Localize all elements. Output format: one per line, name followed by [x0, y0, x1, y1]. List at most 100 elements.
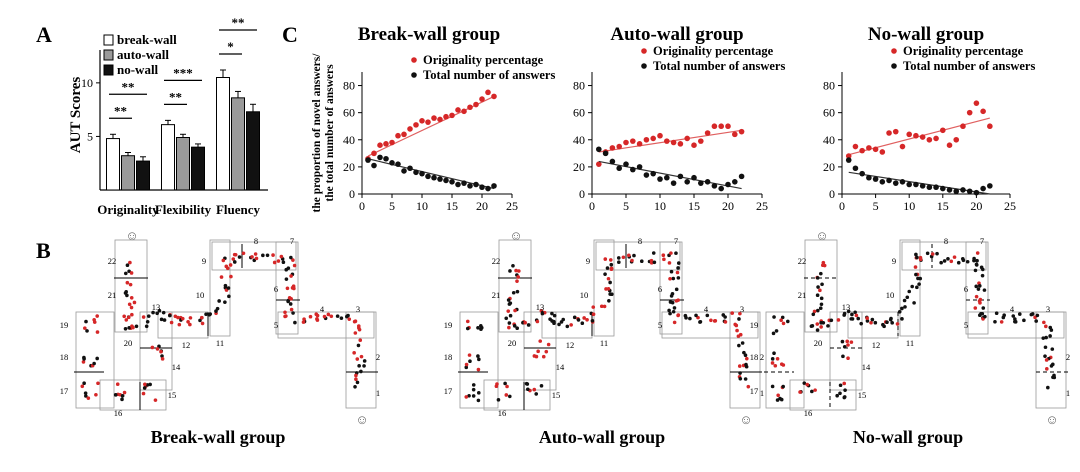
maze-dot-answer — [1034, 319, 1038, 323]
data-point-originality — [377, 142, 383, 148]
maze-dot-answer — [910, 284, 914, 289]
smiley-icon: ☺ — [355, 412, 368, 427]
data-point-total — [407, 165, 413, 172]
legend-swatch — [103, 64, 114, 76]
maze-cell-outline — [765, 311, 805, 409]
maze-dot-answer — [859, 321, 864, 326]
maze-dot-answer — [144, 324, 149, 329]
data-point-total — [609, 158, 616, 165]
maze-dot-novel — [544, 349, 549, 354]
maze-dot-answer — [819, 302, 824, 307]
maze-break: 12345678910111213141516171819202122☺☺Bre… — [60, 228, 380, 447]
data-point-total — [732, 179, 738, 185]
maze-dot-answer — [809, 324, 814, 328]
data-point-originality — [933, 135, 939, 142]
maze-dot-answer — [134, 324, 139, 329]
maze-dot-novel — [254, 256, 259, 261]
y-tick-label: 80 — [343, 79, 355, 93]
trend-line — [367, 95, 495, 157]
x-tick-label: 0 — [589, 199, 595, 213]
maze-dot-answer — [676, 266, 680, 270]
maze-dot-answer — [539, 384, 544, 388]
maze-dot-answer — [652, 260, 657, 265]
data-point-total — [940, 185, 946, 192]
maze-cell-label: 12 — [182, 340, 191, 350]
maze-dot-novel — [467, 353, 472, 357]
data-point-total — [419, 170, 425, 177]
maze-cell-outline — [99, 379, 167, 411]
maze-dot-answer — [672, 306, 677, 310]
data-point-total — [906, 181, 912, 188]
maze-cell-label: 5 — [658, 320, 662, 330]
data-point-originality — [738, 128, 745, 135]
maze-dot-novel — [115, 382, 120, 386]
maze-dot-answer — [684, 316, 688, 320]
maze-cell-outline — [967, 311, 1065, 339]
maze-cell-label: 6 — [274, 284, 278, 294]
maze-dot-novel — [523, 320, 527, 325]
maze-dot-answer — [464, 365, 469, 370]
maze-dot-novel — [513, 308, 517, 313]
maze-dot-answer — [956, 260, 961, 265]
maze-dot-answer — [357, 364, 361, 368]
data-point-originality — [691, 142, 697, 148]
maze-cell-outline — [804, 239, 838, 333]
smiley-icon: ☺ — [739, 412, 752, 427]
maze-dot-novel — [536, 349, 540, 354]
maze-dot-novel — [221, 258, 226, 263]
maze-dot-answer — [1035, 313, 1040, 318]
maze-dot-novel — [770, 361, 775, 365]
legend-marker — [411, 57, 417, 63]
maze-dot-novel — [649, 261, 654, 265]
maze-dot-answer — [907, 289, 912, 294]
maze-dot-answer — [503, 381, 507, 386]
maze-dot-answer — [226, 286, 231, 290]
maze-dot-answer — [772, 315, 776, 319]
maze-dot-novel — [630, 258, 634, 263]
maze-dot-answer — [590, 318, 595, 323]
maze-dot-answer — [151, 310, 155, 315]
data-point-total — [879, 179, 886, 185]
maze-dot-answer — [125, 263, 130, 268]
maze-dot-novel — [359, 354, 364, 359]
data-point-originality — [485, 89, 491, 96]
maze-dot-answer — [617, 260, 621, 265]
maze-dot-answer — [605, 266, 610, 270]
maze-cell-label: 13 — [536, 302, 545, 312]
maze-dot-novel — [126, 315, 131, 320]
maze-dot-answer — [974, 262, 979, 267]
maze-cell-outline — [275, 241, 299, 335]
maze-dot-answer — [217, 299, 221, 303]
data-point-total — [704, 179, 711, 185]
maze-dot-novel — [582, 316, 586, 320]
maze-dot-answer — [972, 258, 976, 263]
maze-dot-answer — [993, 319, 997, 324]
maze-dot-answer — [123, 327, 128, 331]
maze-dot-answer — [467, 393, 471, 398]
maze-cell-label: 19 — [60, 320, 69, 330]
maze-dot-answer — [890, 321, 894, 325]
data-point-total — [643, 172, 650, 178]
data-point-originality — [677, 141, 684, 147]
maze-dot-answer — [161, 310, 166, 315]
maze-cell-label: 3 — [740, 304, 744, 314]
maze-dot-novel — [95, 330, 100, 334]
x-tick-label: 20 — [722, 199, 734, 213]
maze-dot-answer — [939, 260, 943, 265]
maze-dot-answer — [853, 310, 857, 315]
maze-dot-novel — [913, 265, 918, 269]
maze-dot-novel — [846, 356, 850, 361]
maze-dot-novel — [949, 259, 954, 264]
maze-dot-novel — [289, 274, 293, 278]
x-tick-label: 15 — [446, 199, 458, 213]
maze-dot-answer — [916, 276, 920, 281]
maze-dot-novel — [662, 257, 666, 262]
data-point-originality — [623, 139, 629, 146]
maze-dot-novel — [315, 318, 320, 322]
maze-cell-label: 8 — [254, 236, 258, 246]
data-point-total — [443, 177, 449, 184]
maze-cell-label: 3 — [356, 304, 360, 314]
maze-dot-answer — [339, 316, 344, 320]
maze-dot-answer — [639, 259, 644, 263]
maze-dot-novel — [92, 317, 96, 322]
